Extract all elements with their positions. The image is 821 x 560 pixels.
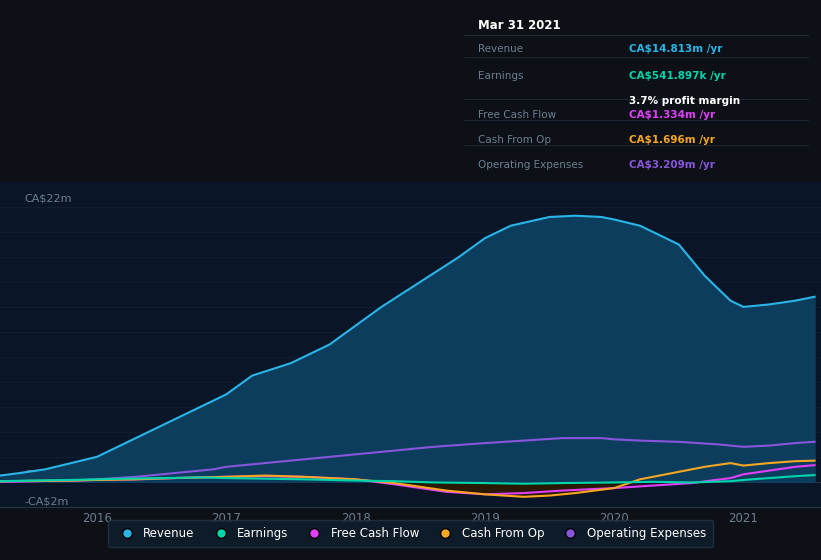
Text: Mar 31 2021: Mar 31 2021 bbox=[478, 20, 560, 32]
Text: Operating Expenses: Operating Expenses bbox=[478, 160, 583, 170]
Text: Cash From Op: Cash From Op bbox=[478, 135, 551, 145]
Text: Revenue: Revenue bbox=[478, 44, 523, 54]
Text: CA$22m: CA$22m bbox=[25, 193, 72, 203]
Text: CA$3.209m /yr: CA$3.209m /yr bbox=[630, 160, 715, 170]
Text: Earnings: Earnings bbox=[478, 71, 523, 81]
Text: CA$14.813m /yr: CA$14.813m /yr bbox=[630, 44, 722, 54]
Text: Free Cash Flow: Free Cash Flow bbox=[478, 110, 556, 120]
Text: CA$1.696m /yr: CA$1.696m /yr bbox=[630, 135, 715, 145]
Text: CA$541.897k /yr: CA$541.897k /yr bbox=[630, 71, 726, 81]
Text: 3.7% profit margin: 3.7% profit margin bbox=[630, 96, 741, 106]
Text: -CA$2m: -CA$2m bbox=[25, 497, 69, 507]
Legend: Revenue, Earnings, Free Cash Flow, Cash From Op, Operating Expenses: Revenue, Earnings, Free Cash Flow, Cash … bbox=[108, 520, 713, 547]
Text: CA$1.334m /yr: CA$1.334m /yr bbox=[630, 110, 716, 120]
Text: CA$0: CA$0 bbox=[25, 469, 54, 479]
